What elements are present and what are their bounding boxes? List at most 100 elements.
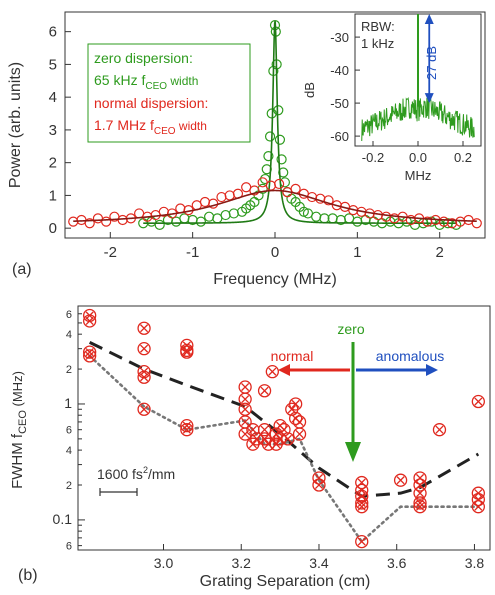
panel-a-ytick-label: 6 — [49, 24, 57, 41]
panel-a-xtick-label: 1 — [353, 244, 361, 261]
inset-rbw-line2: 1 kHz — [361, 36, 394, 51]
measurement-point-circle — [289, 411, 303, 426]
panel-b-ticks: 3.0 3.2 3.4 3.6 3.8 6 4 2 1 6 4 2 0.1 6 — [53, 309, 485, 571]
measurement-point-cross-b — [241, 382, 250, 392]
measurement-point — [471, 492, 485, 507]
legend-zero-line1: zero dispersion: — [94, 50, 193, 66]
measurement-point-circle — [269, 427, 283, 441]
annotation-zero: zero — [337, 321, 364, 337]
measurement-point — [137, 370, 151, 384]
legend-zero-line2: 65 kHz fCEO width — [94, 72, 198, 92]
measurement-point-cross-b — [415, 489, 425, 498]
panel-a-ytick-label: 3 — [49, 122, 57, 139]
fit-line-normal — [73, 189, 477, 222]
measurement-point — [238, 402, 252, 416]
measurement-point-cross-b — [182, 346, 191, 355]
inset-annotation: 27 dB — [424, 46, 439, 80]
data-point-zero — [352, 216, 363, 227]
measurement-point-cross-b — [295, 430, 304, 439]
panel-b-ytick-label: 2 — [66, 364, 72, 376]
panel-b-xtick-label: 3.8 — [465, 555, 485, 571]
panel-b-ytick-label: 6 — [66, 309, 72, 321]
data-point-zero — [274, 134, 286, 145]
data-point-normal — [216, 191, 227, 203]
measurement-point-circle — [137, 342, 151, 356]
inset-spectrum-line — [361, 95, 475, 142]
annotation-normal: normal — [271, 348, 314, 364]
legend-box — [87, 43, 251, 143]
measurement-point-circle — [289, 397, 303, 411]
inset-rbw-line1: RBW: — [361, 19, 395, 34]
measurement-point-circle — [137, 370, 151, 384]
measurement-point-circle — [355, 475, 369, 490]
measurement-point-cross-b — [396, 476, 405, 485]
measurement-point-cross-b — [85, 316, 94, 326]
measurement-point-cross-b — [357, 492, 366, 501]
measurement-point-circle — [238, 402, 252, 416]
measurement-point — [355, 500, 369, 514]
measurement-point — [471, 500, 485, 514]
measurement-point-cross-b — [474, 397, 483, 406]
panel-a-ticks: -2 -1 0 1 2 0 1 2 3 4 5 6 — [49, 24, 444, 261]
panel-a-data — [68, 20, 482, 230]
data-point-zero — [179, 213, 190, 224]
arrow-zero-head — [345, 442, 361, 462]
measurement-point-cross-b — [140, 405, 149, 414]
panel-a-ytick-label: 4 — [49, 89, 57, 106]
measurement-point-cross-b — [182, 348, 191, 357]
measurement-point-circle — [312, 478, 326, 492]
measurement-point — [180, 345, 194, 359]
panel-a-ytick-label: 1 — [49, 187, 57, 204]
measurement-point — [289, 397, 303, 411]
panel-b-ytick-label: 4 — [66, 445, 72, 457]
panel-a-xtick-label: 2 — [436, 244, 444, 261]
measurement-point-cross-b — [357, 502, 366, 511]
data-point-zero — [154, 219, 165, 230]
panel-b-ytick-label: 1 — [64, 395, 72, 411]
minimum-dotted-line — [88, 354, 480, 544]
measurement-point — [257, 384, 272, 398]
measurement-point-cross-b — [140, 344, 149, 353]
measurement-point-cross-b — [248, 425, 257, 434]
measurement-point-circle — [413, 486, 427, 500]
panel-b-label: (b) — [18, 567, 38, 584]
measurement-point-circle — [413, 471, 427, 485]
inset-ytick-label: -30 — [330, 30, 349, 45]
measurement-point — [292, 415, 307, 429]
panel-b: 3.0 3.2 3.4 3.6 3.8 6 4 2 1 6 4 2 0.1 6 Grating Separ… — [9, 305, 491, 590]
measurement-point — [137, 321, 151, 335]
inset-xlabel: MHz — [405, 168, 432, 183]
measurement-point-circle — [413, 478, 427, 492]
measurement-point-circle — [180, 423, 194, 437]
measurement-point-cross-b — [140, 373, 149, 382]
inset-data — [361, 14, 475, 142]
panel-b-xlabel: Grating Separation (cm) — [200, 573, 371, 590]
measurement-point-cross-b — [415, 473, 425, 483]
panel-b-xtick-label: 3.0 — [154, 555, 174, 571]
measurement-point — [312, 471, 326, 485]
inset-xtick-label: 0.2 — [454, 150, 472, 165]
measurement-point-circle — [413, 496, 427, 510]
dispersion-annotations: zero normal anomalous — [271, 321, 444, 462]
panel-a-ylabel: Power (arb. units) — [7, 62, 24, 188]
measurement-point — [355, 534, 369, 549]
inset-xtick-label: -0.2 — [362, 150, 384, 165]
inset-xtick-label: 0.0 — [409, 150, 427, 165]
measurement-point-circle — [137, 402, 151, 416]
inset-ylabel: dB — [302, 82, 317, 98]
measurement-point-cross-b — [435, 425, 444, 434]
inset-ytick-label: -60 — [330, 129, 349, 144]
measurement-point-circle — [250, 432, 264, 446]
measurement-point — [413, 471, 427, 485]
measurement-point — [238, 392, 252, 406]
measurement-point-circle — [238, 427, 252, 441]
measurement-point-circle — [257, 423, 272, 437]
measurement-point — [180, 423, 194, 437]
data-point-normal — [84, 218, 95, 229]
measurement-point — [83, 314, 97, 328]
theory-dashed-line — [88, 341, 480, 498]
data-point-normal — [199, 196, 211, 208]
data-point-zero — [204, 211, 215, 222]
measurement-point — [393, 473, 408, 487]
panel-a-xlabel: Frequency (MHz) — [213, 271, 337, 288]
